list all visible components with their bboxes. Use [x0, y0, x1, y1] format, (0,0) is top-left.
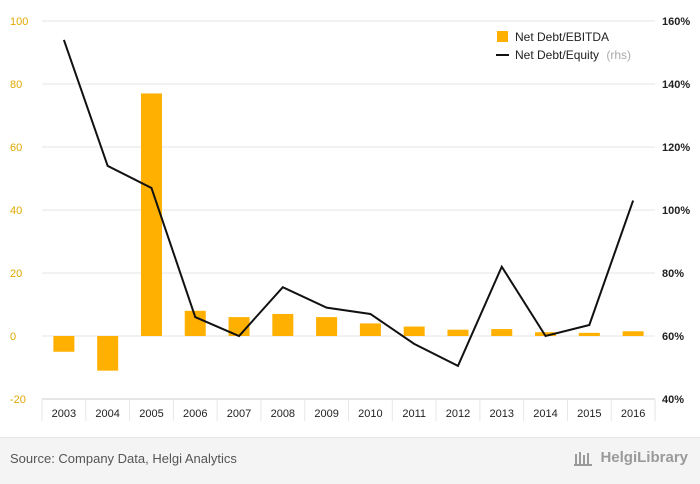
legend-label-bar: Net Debt/EBITDA — [515, 30, 609, 44]
bar-net-debt-ebitda — [491, 329, 512, 336]
source-text: Source: Company Data, Helgi Analytics — [10, 451, 237, 466]
y-left-tick-label: 0 — [10, 331, 16, 343]
bar-net-debt-ebitda — [579, 333, 600, 336]
bar-net-debt-ebitda — [272, 314, 293, 336]
y-left-tick-label: 40 — [10, 205, 22, 217]
y-left-tick-label: 60 — [10, 142, 22, 154]
bar-net-debt-ebitda — [623, 331, 644, 336]
brand-name: HelgiLibrary — [600, 449, 688, 466]
x-tick-label: 2016 — [621, 408, 645, 420]
bar-net-debt-ebitda — [360, 323, 381, 336]
legend: Net Debt/EBITDA Net Debt/Equity (rhs) — [496, 30, 631, 62]
y-left-tick-label: 100 — [10, 16, 28, 28]
y-right-tick-label: 60% — [662, 331, 684, 343]
footer: Source: Company Data, Helgi Analytics He… — [0, 437, 700, 484]
bar-net-debt-ebitda — [141, 93, 162, 336]
x-tick-label: 2015 — [577, 408, 601, 420]
x-tick-label: 2007 — [227, 408, 251, 420]
y-right-tick-label: 120% — [662, 142, 690, 154]
bar-net-debt-ebitda — [53, 336, 74, 352]
brand-logo[interactable]: HelgiLibrary — [574, 449, 688, 466]
bar-net-debt-ebitda — [447, 330, 468, 336]
x-tick-label: 2013 — [490, 408, 514, 420]
y-left-tick-label: 80 — [10, 79, 22, 91]
x-tick-label: 2012 — [446, 408, 470, 420]
bar-net-debt-ebitda — [404, 327, 425, 336]
x-tick-label: 2010 — [358, 408, 382, 420]
library-icon — [574, 450, 594, 466]
y-right-tick-label: 160% — [662, 16, 690, 28]
bar-net-debt-ebitda — [316, 317, 337, 336]
x-tick-label: 2011 — [402, 408, 426, 420]
x-tick-label: 2008 — [271, 408, 295, 420]
y-right-tick-label: 80% — [662, 268, 684, 280]
x-tick-label: 2003 — [52, 408, 76, 420]
x-tick-label: 2004 — [95, 408, 119, 420]
y-left-tick-label: -20 — [10, 394, 26, 406]
x-tick-label: 2006 — [183, 408, 207, 420]
y-left-tick-label: 20 — [10, 268, 22, 280]
chart: -20 0 20 40 60 80 100 40% 60% 80% 100% 120% 140% 160%… — [0, 0, 700, 437]
x-tick-label: 2009 — [314, 408, 338, 420]
bar-net-debt-ebitda — [97, 336, 118, 371]
legend-label-line: Net Debt/Equity (rhs) — [515, 48, 631, 62]
y-right-tick-label: 40% — [662, 394, 684, 406]
legend-swatch-bar — [497, 31, 508, 42]
y-right-tick-label: 100% — [662, 205, 690, 217]
x-tick-label: 2005 — [139, 408, 163, 420]
x-tick-label: 2014 — [533, 408, 557, 420]
y-right-tick-label: 140% — [662, 79, 690, 91]
